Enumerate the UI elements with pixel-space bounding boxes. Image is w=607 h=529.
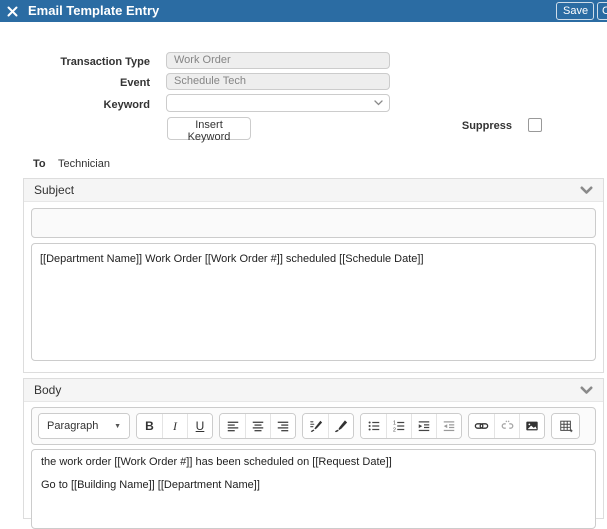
- to-value: Technician: [58, 158, 110, 170]
- subject-editor-toolbar: [31, 208, 596, 238]
- outdent-icon[interactable]: [436, 414, 461, 438]
- chevron-down-icon: [374, 100, 383, 106]
- paragraph-style-dropdown[interactable]: Paragraph ▼: [39, 414, 129, 438]
- transaction-type-label: Transaction Type: [60, 56, 150, 68]
- keyword-label: Keyword: [103, 99, 150, 111]
- subject-panel: Subject [[Department Name]] Work Order […: [23, 178, 604, 373]
- table-icon[interactable]: [552, 414, 579, 438]
- format-painter-icon[interactable]: [303, 414, 328, 438]
- body-editor[interactable]: the work order [[Work Order #]] has been…: [31, 449, 596, 529]
- body-line: the work order [[Work Order #]] has been…: [41, 456, 392, 468]
- subject-panel-header[interactable]: Subject: [24, 179, 603, 202]
- suppress-label: Suppress: [461, 120, 512, 132]
- caret-down-icon: ▼: [114, 422, 121, 430]
- image-icon[interactable]: [519, 414, 544, 438]
- transaction-type-field: Work Order: [166, 52, 390, 69]
- body-panel: Body Paragraph ▼ B I U: [23, 378, 604, 529]
- link-media-group: [468, 413, 545, 439]
- table-group: [551, 413, 580, 439]
- subject-panel-title: Subject: [34, 183, 75, 197]
- page-title: Email Template Entry: [28, 3, 160, 18]
- subject-editor[interactable]: [[Department Name]] Work Order [[Work Or…: [31, 243, 596, 361]
- collapse-chevron-icon[interactable]: [580, 386, 593, 395]
- unlink-icon[interactable]: [494, 414, 519, 438]
- align-center-icon[interactable]: [245, 414, 270, 438]
- save-button[interactable]: Save: [556, 2, 594, 20]
- keyword-select[interactable]: [166, 94, 390, 112]
- bold-button[interactable]: B: [137, 414, 162, 438]
- svg-text:1: 1: [393, 420, 396, 426]
- body-panel-header[interactable]: Body: [24, 379, 603, 402]
- body-line: Go to [[Building Name]] [[Department Nam…: [41, 479, 260, 491]
- insert-keyword-button[interactable]: Insert Keyword: [167, 117, 251, 143]
- body-editor-toolbar: Paragraph ▼ B I U: [31, 407, 596, 445]
- collapse-chevron-icon[interactable]: [580, 186, 593, 195]
- clean-format-icon[interactable]: [328, 414, 353, 438]
- event-label: Event: [120, 77, 150, 89]
- paragraph-style-group: Paragraph ▼: [38, 413, 130, 439]
- svg-text:2: 2: [393, 427, 396, 433]
- suppress-checkbox[interactable]: [528, 118, 542, 132]
- font-style-group: B I U: [136, 413, 213, 439]
- align-right-icon[interactable]: [270, 414, 295, 438]
- body-panel-title: Body: [34, 383, 62, 397]
- indent-icon[interactable]: [411, 414, 436, 438]
- cancel-button[interactable]: Cancel: [597, 2, 607, 20]
- event-field: Schedule Tech: [166, 73, 390, 90]
- to-label: To: [33, 158, 46, 170]
- underline-button[interactable]: U: [187, 414, 212, 438]
- bullet-list-icon[interactable]: [361, 414, 386, 438]
- align-group: [219, 413, 296, 439]
- align-left-icon[interactable]: [220, 414, 245, 438]
- close-icon[interactable]: [6, 5, 18, 17]
- title-bar: Email Template Entry Save Cancel: [0, 0, 607, 22]
- link-icon[interactable]: [469, 414, 494, 438]
- italic-button[interactable]: I: [162, 414, 187, 438]
- format-brush-group: [302, 413, 354, 439]
